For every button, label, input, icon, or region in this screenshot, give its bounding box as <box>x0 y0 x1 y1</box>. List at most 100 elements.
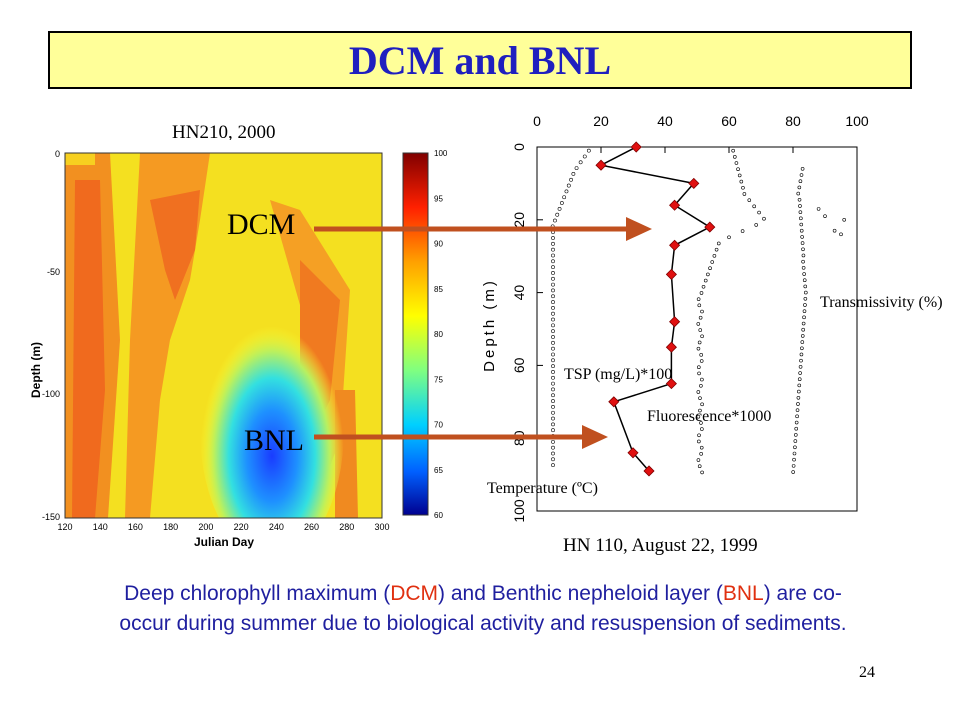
temperature-point <box>582 154 587 159</box>
fluorescence-point <box>697 303 702 308</box>
left-ytick-3: -150 <box>42 512 60 522</box>
temperature-point <box>551 329 555 334</box>
right-xtick-label: 80 <box>785 113 801 129</box>
temperature-point <box>551 387 555 392</box>
transmissivity-point <box>795 414 799 419</box>
temperature-point <box>551 241 555 246</box>
tsp-point <box>669 199 681 211</box>
temperature-point <box>551 294 555 299</box>
caption-part-3: ) are co- <box>763 582 842 605</box>
transmissivity-point <box>793 433 798 437</box>
fluorescence-point <box>696 322 701 326</box>
transmissivity-point <box>794 420 799 425</box>
transmissivity-point <box>801 266 806 270</box>
transmissivity-point <box>801 247 805 252</box>
left-xtick-label: 120 <box>57 522 72 532</box>
left-xtick-label: 180 <box>163 522 178 532</box>
temperature-point <box>551 305 555 310</box>
transmissivity-point <box>802 272 806 276</box>
left-xtick-label: 200 <box>198 522 213 532</box>
right-ytick-label: 20 <box>511 212 527 228</box>
transmissivity-point <box>801 327 805 332</box>
tsp-point <box>665 341 677 353</box>
fluorescence-point <box>699 421 703 425</box>
page-title: DCM and BNL <box>348 37 612 83</box>
fluorescence-point <box>699 353 704 357</box>
tsp-point <box>665 268 677 280</box>
transmissivity-point <box>797 197 802 202</box>
colorbar-tick-label: 75 <box>434 375 443 384</box>
fluorescence-point <box>696 390 701 394</box>
fluorescence-point <box>697 365 701 370</box>
temperature-point <box>551 311 555 316</box>
right-xtick-label: 20 <box>593 113 609 129</box>
dcm-label: DCM <box>227 208 296 241</box>
transmissivity-point <box>801 321 806 326</box>
left-ytick-0: 0 <box>55 149 60 159</box>
temperature-point <box>551 259 555 264</box>
transmissivity-point <box>816 207 821 211</box>
fluorescence-point <box>736 167 740 172</box>
fluorescence-point <box>716 241 721 246</box>
temperature-point <box>551 445 555 450</box>
transmissivity-point <box>791 464 796 468</box>
tsp-point <box>669 239 681 251</box>
fluorescence-point <box>700 470 704 475</box>
temperature-point <box>551 247 555 252</box>
tsp-point <box>627 447 639 459</box>
fluorescence-point <box>737 173 742 178</box>
label-temperature: Temperature (ºC) <box>487 480 598 497</box>
fluorescence-point <box>700 402 704 407</box>
transmissivity-point <box>823 214 827 218</box>
transmissivity-point <box>798 210 803 214</box>
transmissivity-point <box>801 253 806 258</box>
left-xtick-label: 300 <box>374 522 389 532</box>
tsp-point <box>665 378 677 390</box>
caption-bnl: BNL <box>722 582 764 605</box>
transmissivity-point <box>795 408 800 412</box>
colorbar-tick-label: 65 <box>434 466 443 475</box>
fluorescence-point <box>762 216 766 221</box>
fluorescence-point <box>714 247 719 252</box>
temperature-point <box>551 317 555 322</box>
tsp-point <box>630 141 642 153</box>
fluorescence-point <box>731 148 735 153</box>
right-ytick-label: 0 <box>511 143 527 151</box>
fluorescence-point <box>734 161 739 165</box>
transmissivity-point <box>803 296 808 301</box>
temperature-point <box>571 172 576 176</box>
left-xlabel: Julian Day <box>194 535 254 549</box>
fluorescence-point <box>742 192 747 196</box>
temperature-point <box>551 271 555 275</box>
tsp-point <box>643 465 655 477</box>
temperature-point <box>551 340 555 345</box>
transmissivity-point <box>800 346 804 351</box>
right-plot-footer: HN 110, August 22, 1999 <box>563 535 758 556</box>
temperature-point <box>551 422 555 427</box>
fluorescence-point <box>698 328 703 332</box>
bnl-label: BNL <box>244 424 304 457</box>
transmissivity-point <box>803 284 808 289</box>
transmissivity-point <box>798 204 802 208</box>
fluorescence-point <box>699 291 704 295</box>
fluorescence-point <box>706 272 710 277</box>
transmissivity-point <box>792 451 797 456</box>
transmissivity-point <box>798 371 802 375</box>
transmissivity-point <box>796 191 801 196</box>
transmissivity-point <box>842 218 847 222</box>
caption-line-1: Deep chlorophyll maximum (DCM) and Benth… <box>13 579 953 609</box>
fluorescence-point <box>697 464 702 469</box>
transmissivity-point <box>793 439 798 443</box>
temperature-point <box>551 381 555 386</box>
transmissivity-point <box>800 334 805 338</box>
transmissivity-point <box>797 383 802 388</box>
caption-line-2: occur during summer due to biological ac… <box>119 612 847 635</box>
transmissivity-point <box>800 241 805 245</box>
temperature-point <box>551 323 555 328</box>
colorbar-tick-label: 85 <box>434 285 443 294</box>
transmissivity-point <box>797 185 802 190</box>
tsp-profile <box>595 141 716 477</box>
temperature-point <box>551 463 555 468</box>
transmissivity-point <box>800 340 805 344</box>
